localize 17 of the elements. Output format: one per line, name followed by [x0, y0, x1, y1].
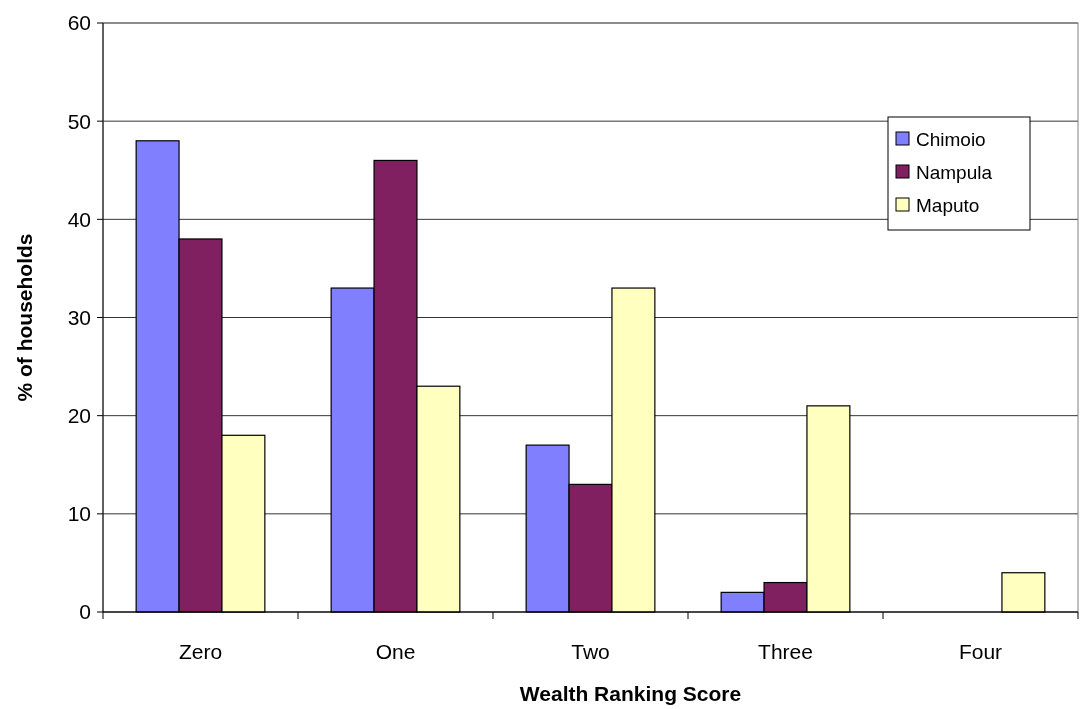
x-tick-label: One — [375, 640, 416, 663]
y-tick-label: 10 — [67, 502, 91, 526]
y-tick-label: 0 — [79, 600, 91, 624]
y-tick-label: 30 — [67, 305, 91, 329]
y-tick-label: 20 — [67, 404, 91, 428]
x-tick-label: Four — [958, 640, 1003, 663]
y-axis-title: % of households — [13, 233, 36, 402]
legend-label: Chimoio — [916, 128, 986, 150]
x-axis-title: Wealth Ranking Score — [519, 682, 742, 705]
y-tick-label: 40 — [67, 207, 91, 231]
x-tick-label: Three — [758, 640, 813, 663]
legend-label: Nampula — [916, 161, 993, 183]
x-tick-label: Two — [571, 640, 610, 663]
y-tick-label: 50 — [67, 109, 91, 133]
legend-label: Maputo — [916, 194, 980, 216]
x-tick-label: Zero — [178, 640, 223, 663]
y-tick-label: 60 — [67, 11, 91, 35]
